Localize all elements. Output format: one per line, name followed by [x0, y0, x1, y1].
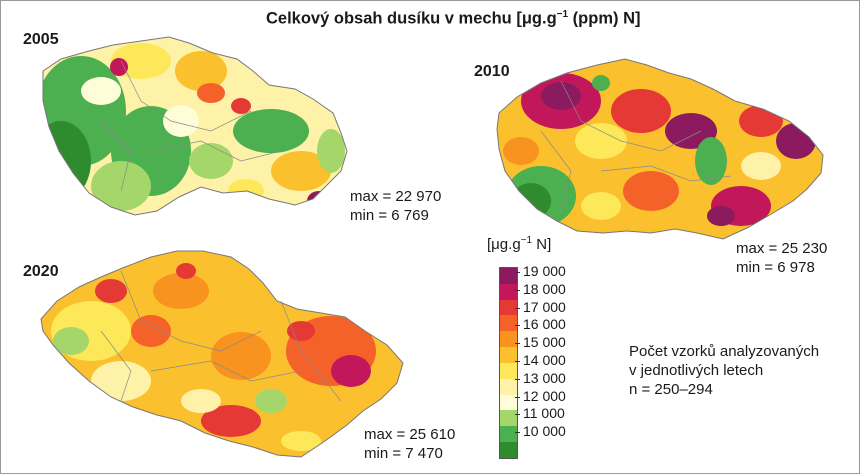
legend-swatch: [500, 426, 517, 443]
regions-2020: [100, 270, 342, 402]
figure-title: Celkový obsah dusíku v mechu [μg.g−1 (pp…: [266, 9, 641, 28]
sample-note: Počet vzorků analyzovaných v jednotlivýc…: [629, 342, 819, 399]
legend-label: 15 000: [515, 334, 566, 351]
legend-labels: 19 000 18 000 17 000 16 000 15 000 14 000 13 0…: [515, 263, 566, 441]
map-2020: [41, 251, 403, 457]
legend-label: 10 000: [515, 423, 566, 440]
legend-swatch: [500, 268, 517, 284]
stats-2020: max = 25 610 min = 7 470: [364, 425, 455, 463]
legend-swatch: [500, 347, 517, 363]
stats-2010: max = 25 230 min = 6 978: [736, 239, 827, 277]
legend-label: 16 000: [515, 316, 566, 333]
min-2005: min = 6 769: [350, 207, 429, 224]
border-2005: [42, 36, 348, 216]
note-line-2: v jednotlivých letech: [629, 362, 764, 379]
legend-label: 17 000: [515, 298, 566, 315]
legend-swatch: [500, 283, 517, 300]
legend-unit: [μg.g−1 N]: [487, 235, 552, 253]
max-2005: max = 22 970: [350, 188, 442, 205]
min-2010: min = 6 978: [736, 259, 815, 276]
legend-swatch: [500, 315, 517, 332]
legend-label: 18 000: [515, 280, 566, 297]
min-2020: min = 7 470: [364, 445, 443, 462]
legend-swatch: [500, 378, 517, 395]
legend-swatch: [500, 410, 517, 427]
border-2020: [40, 250, 404, 458]
note-line-1: Počet vzorků analyzovaných: [629, 343, 820, 360]
legend-swatch: [500, 362, 517, 379]
year-label-2020: 2020: [23, 263, 59, 280]
legend-swatch: [500, 299, 517, 316]
legend-swatch: [500, 442, 517, 458]
legend-label: 14 000: [515, 351, 566, 368]
max-2010: max = 25 230: [736, 240, 828, 257]
note-line-3: n = 250–294: [629, 381, 713, 398]
legend-label: 19 000: [515, 263, 566, 279]
legend-label: 13 000: [515, 369, 566, 386]
map-2005: [43, 37, 347, 215]
border-2010: [496, 58, 824, 240]
legend-label: 12 000: [515, 387, 566, 404]
legend-label: 11 000: [515, 405, 565, 422]
regions-2005: [100, 60, 282, 192]
regions-2010: [540, 80, 732, 212]
stats-2005: max = 22 970 min = 6 769: [350, 187, 441, 225]
year-label-2010: 2010: [474, 63, 510, 80]
year-label-2005: 2005: [23, 31, 59, 48]
legend-swatch: [500, 394, 517, 411]
max-2020: max = 25 610: [364, 426, 456, 443]
legend-swatch: [500, 331, 517, 348]
legend-color-bar: [499, 267, 518, 459]
